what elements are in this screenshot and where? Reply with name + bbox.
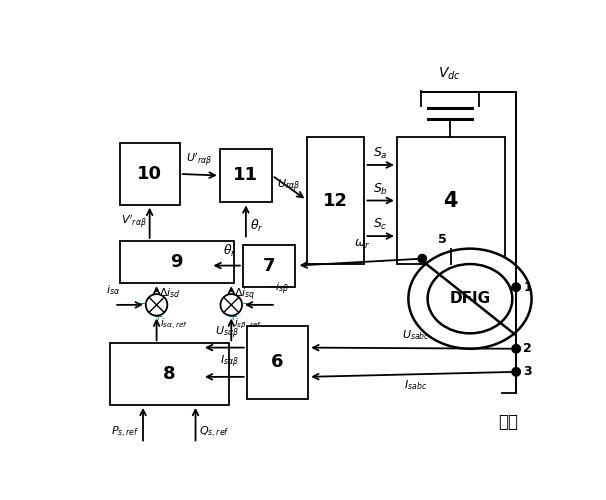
Text: $i_{s\beta,ref}$: $i_{s\beta,ref}$	[235, 317, 262, 332]
Text: $\theta_r$: $\theta_r$	[223, 242, 237, 258]
Text: $U'_{r\alpha\beta}$: $U'_{r\alpha\beta}$	[187, 151, 213, 168]
Text: $\Delta i_{sd}$: $\Delta i_{sd}$	[159, 286, 181, 300]
Text: $P_{s,ref}$: $P_{s,ref}$	[112, 425, 140, 440]
Text: $-$: $-$	[137, 297, 148, 310]
Text: $Q_{s,ref}$: $Q_{s,ref}$	[199, 425, 229, 440]
Text: $+$: $+$	[227, 310, 238, 323]
Text: $S_b$: $S_b$	[373, 182, 388, 196]
Text: $i_{s\alpha}$: $i_{s\alpha}$	[105, 284, 120, 297]
Circle shape	[512, 368, 521, 376]
Text: $I_{sabc}$: $I_{sabc}$	[404, 378, 428, 392]
Text: $- i_{s\beta}$: $- i_{s\beta}$	[266, 281, 289, 297]
Text: 1: 1	[523, 280, 532, 293]
Text: $V'_{r\alpha\beta}$: $V'_{r\alpha\beta}$	[121, 214, 147, 231]
Text: $\Delta i_{sq}$: $\Delta i_{sq}$	[233, 286, 255, 303]
Text: 5: 5	[438, 234, 447, 246]
Text: $U_{s\alpha\beta}$: $U_{s\alpha\beta}$	[215, 324, 239, 340]
Circle shape	[512, 344, 521, 353]
Text: $U_{sabc}$: $U_{sabc}$	[402, 328, 430, 342]
Text: $I_{s\alpha\beta}$: $I_{s\alpha\beta}$	[220, 354, 239, 370]
Text: DFIG: DFIG	[450, 291, 490, 306]
FancyBboxPatch shape	[397, 137, 505, 264]
Text: $V_{dc}$: $V_{dc}$	[439, 66, 461, 82]
Circle shape	[221, 294, 242, 316]
Circle shape	[146, 294, 167, 316]
Text: $S_c$: $S_c$	[373, 217, 388, 232]
Text: 3: 3	[523, 366, 531, 378]
Text: 10: 10	[137, 165, 162, 183]
Text: 2: 2	[523, 342, 532, 355]
Text: 11: 11	[233, 166, 258, 184]
FancyBboxPatch shape	[110, 344, 229, 405]
FancyBboxPatch shape	[243, 245, 295, 287]
Text: $+$: $+$	[153, 310, 164, 323]
Text: 6: 6	[271, 353, 284, 371]
Text: 12: 12	[323, 192, 348, 210]
Text: 电网: 电网	[499, 413, 519, 431]
Text: 8: 8	[163, 365, 176, 383]
Text: $i_{s\alpha,ref}$: $i_{s\alpha,ref}$	[159, 316, 188, 332]
Circle shape	[512, 283, 521, 292]
Text: $-$: $-$	[241, 297, 252, 310]
Text: 4: 4	[444, 190, 458, 210]
Text: $S_a$: $S_a$	[373, 146, 388, 161]
FancyBboxPatch shape	[220, 148, 272, 203]
Text: $U_{r\alpha\beta}$: $U_{r\alpha\beta}$	[278, 178, 301, 194]
Ellipse shape	[408, 248, 531, 349]
Text: 9: 9	[170, 253, 183, 271]
FancyBboxPatch shape	[247, 326, 308, 399]
FancyBboxPatch shape	[119, 241, 233, 284]
FancyBboxPatch shape	[307, 137, 364, 264]
Text: $\theta_r$: $\theta_r$	[250, 218, 264, 234]
FancyBboxPatch shape	[119, 143, 179, 205]
Text: 7: 7	[263, 257, 275, 275]
Ellipse shape	[428, 264, 512, 334]
Text: $\omega_r$: $\omega_r$	[354, 238, 370, 251]
Circle shape	[418, 254, 427, 263]
